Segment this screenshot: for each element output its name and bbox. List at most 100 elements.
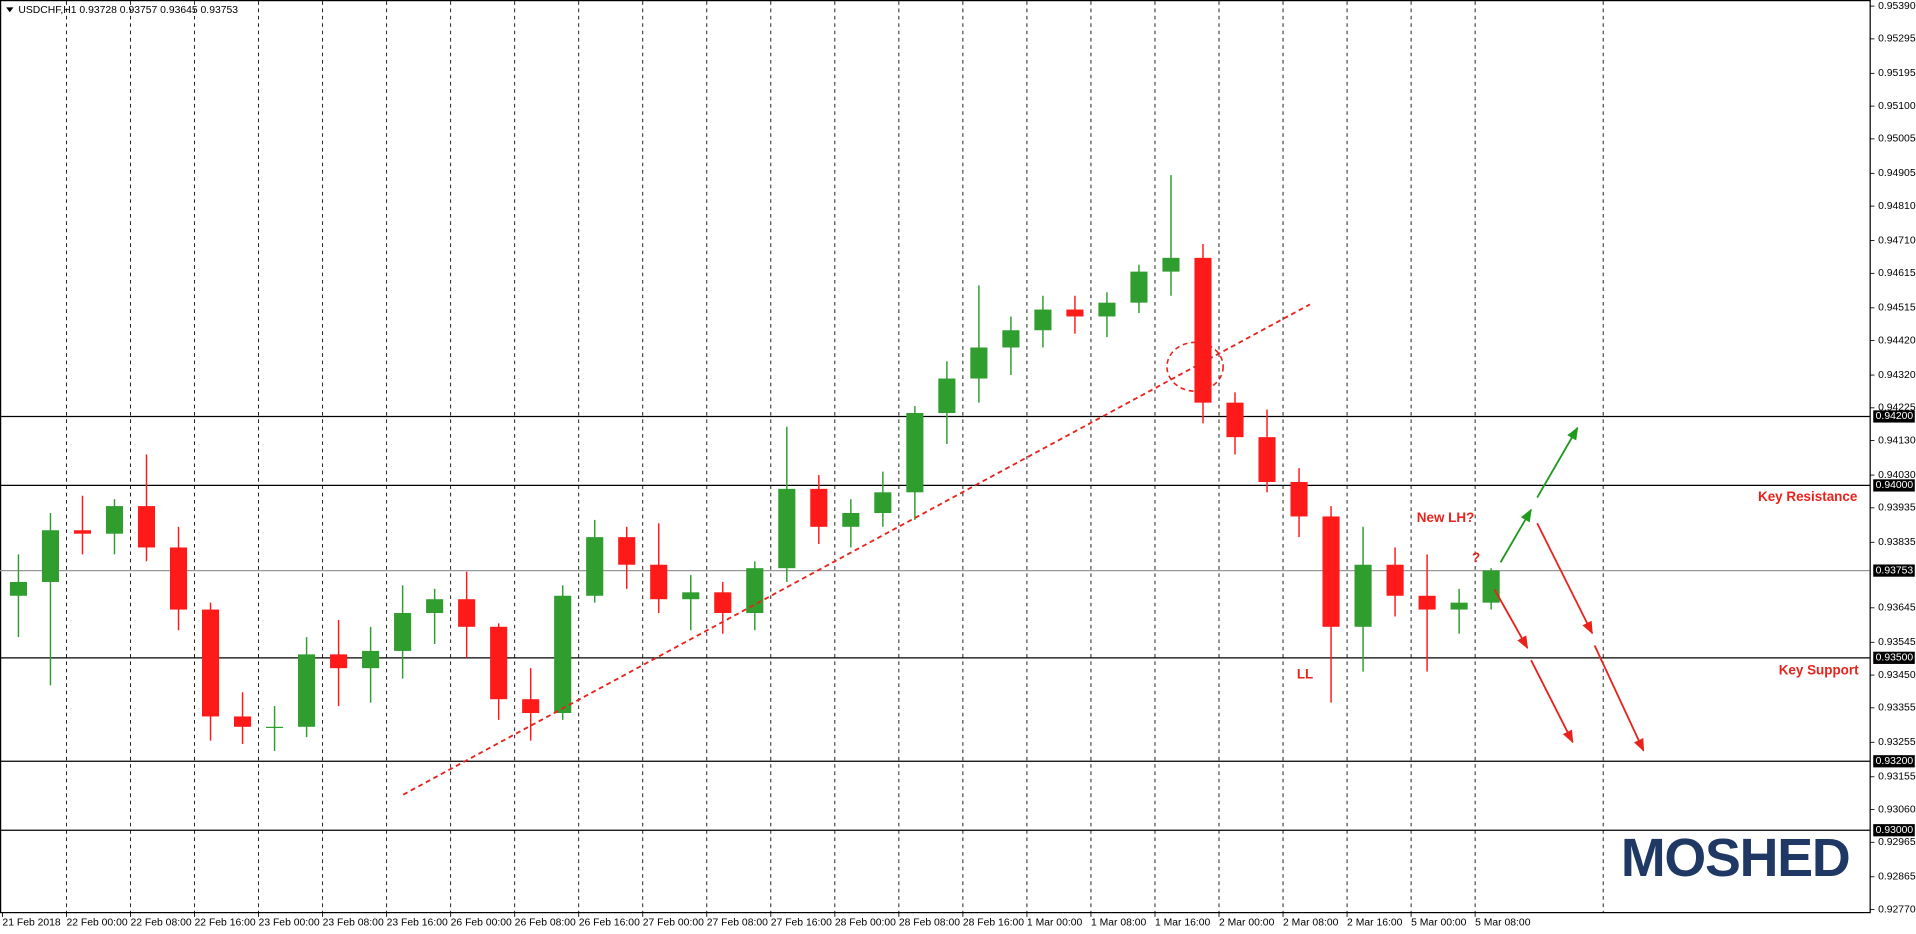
trendline [402,303,1311,796]
candle-body [1354,564,1372,627]
y-tick-label: 0.93935 [1878,503,1916,514]
candle-body [778,488,796,569]
x-tick-label: 27 Feb 00:00 [643,918,704,929]
candle-body [906,413,924,493]
arrow-down [1536,522,1594,635]
x-tick-label: 1 Mar 08:00 [1091,918,1147,929]
candle-body [169,547,188,610]
x-tick-label: 28 Feb 08:00 [899,918,960,929]
candle-body [1386,564,1404,596]
level-line-box [1873,410,1915,423]
candle-body [1482,570,1500,603]
x-tick-label: 26 Feb 16:00 [579,918,640,929]
candles [9,175,1500,751]
candle-body [1322,516,1340,627]
x-tick-label: 26 Feb 08:00 [515,918,576,929]
candle-body [41,530,60,582]
annotation: ? [1472,550,1480,565]
title-icon [6,7,14,13]
y-tick-label: 0.92770 [1878,904,1916,915]
annotation: LL [1297,666,1313,681]
candle-body [1002,330,1020,348]
y-tick-label: 0.95195 [1878,68,1916,79]
y-tick-label: 0.94420 [1878,335,1916,346]
level-line-label: 0.93500 [1876,653,1914,664]
x-tick-label: 27 Feb 16:00 [771,918,832,929]
candle-body [298,654,316,727]
x-tick-label: 23 Feb 08:00 [323,918,384,929]
y-tick-label: 0.94225 [1878,403,1916,414]
candle-body [105,506,124,534]
candle-body [73,530,92,534]
x-tick-label: 23 Feb 16:00 [387,918,448,929]
candle-body [1226,402,1244,438]
break-circle [1166,341,1224,392]
arrow-down [1493,588,1529,650]
x-tick-label: 23 Feb 00:00 [259,918,320,929]
arrow-up [1536,426,1579,499]
candle-body [714,592,732,614]
candle-body [970,347,988,379]
x-tick-label: 5 Mar 00:00 [1411,918,1467,929]
y-tick-label: 0.93155 [1878,772,1916,783]
x-tick-label: 22 Feb 08:00 [131,918,192,929]
candle-body [266,726,284,729]
candle-body [746,568,764,614]
y-tick-label: 0.92865 [1878,872,1916,883]
level-line-label: 0.94200 [1876,411,1914,422]
y-tick-label: 0.95295 [1878,34,1916,45]
candle-body [586,537,604,596]
x-tick-label: 27 Feb 08:00 [707,918,768,929]
arrow-down [1530,659,1574,744]
candle-body [362,650,380,669]
plot-frame [0,0,1871,914]
candle-body [1162,257,1180,272]
y-tick-label: 0.95390 [1878,1,1916,12]
x-tick-label: 2 Mar 08:00 [1283,918,1339,929]
candle-body [426,599,444,614]
candle-body [1418,595,1436,610]
x-tick-label: 2 Mar 16:00 [1347,918,1403,929]
annotation: Key Support [1779,663,1859,678]
candle-body [1098,302,1116,317]
x-tick-label: 26 Feb 00:00 [451,918,512,929]
level-line-box [1873,755,1915,768]
y-tick-label: 0.93645 [1878,603,1916,614]
candle-body [1034,309,1052,331]
y-tick-label: 0.94030 [1878,470,1916,481]
x-tick-label: 22 Feb 16:00 [195,918,256,929]
candle-body [458,599,476,627]
candle-body [1290,481,1308,517]
y-tick-label: 0.94810 [1878,201,1916,212]
candle-body [234,716,252,727]
candle-body [938,378,956,414]
candle-body [490,626,508,700]
watermark: MOSHED [1621,828,1850,888]
x-tick-label: 21 Feb 2018 [2,918,60,929]
candle-body [394,613,412,651]
level-line-label: 0.93200 [1876,756,1914,767]
candle-body [1450,602,1468,610]
candle-body [330,654,348,669]
y-tick-label: 0.93545 [1878,637,1916,648]
candle-body [554,595,572,714]
candle-body [522,699,540,714]
candle-body [1066,309,1084,317]
candle-body [9,581,28,596]
x-tick-label: 2 Mar 00:00 [1219,918,1275,929]
candle-body [682,592,700,600]
level-line-label: 0.94000 [1876,480,1914,491]
x-tick-label: 22 Feb 00:00 [66,918,127,929]
candle-body [618,537,636,565]
y-tick-label: 0.94710 [1878,235,1916,246]
arrow-down [1593,645,1645,752]
candle-body [1130,271,1148,303]
x-tick-label: 28 Feb 16:00 [963,918,1024,929]
y-tick-label: 0.94320 [1878,370,1916,381]
x-tick-label: 1 Mar 16:00 [1155,918,1211,929]
arrow-up [1499,508,1532,563]
candle-body [650,564,668,600]
y-tick-label: 0.95005 [1878,134,1916,145]
level-line-label: 0.93000 [1876,825,1914,836]
